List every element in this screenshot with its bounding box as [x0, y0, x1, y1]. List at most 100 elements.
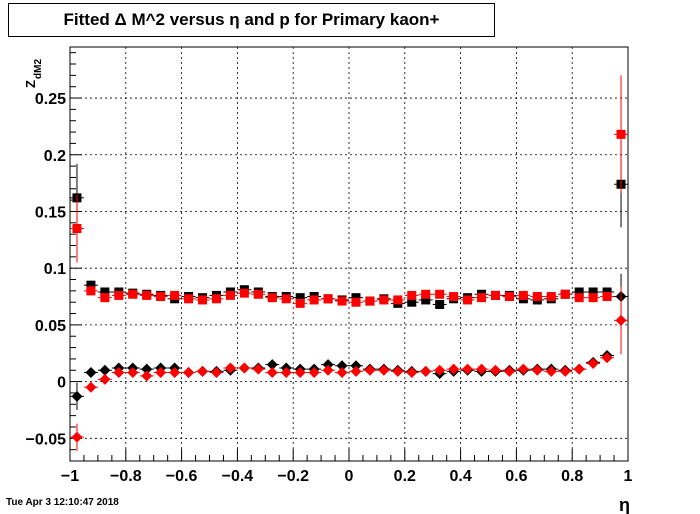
data-point	[435, 299, 445, 309]
x-tick-label: 0.6	[505, 468, 527, 485]
data-point	[531, 364, 543, 376]
data-point	[434, 364, 446, 376]
series-1	[70, 75, 628, 308]
data-point	[574, 293, 584, 303]
x-tick-label: −0.8	[110, 468, 142, 485]
data-point	[477, 293, 487, 303]
data-point	[309, 295, 319, 305]
data-point	[170, 290, 180, 300]
y-axis-title-main: Z	[23, 80, 38, 88]
data-point	[72, 223, 82, 233]
data-point	[449, 292, 459, 302]
data-point	[573, 363, 585, 375]
data-point	[239, 288, 249, 298]
data-point	[127, 367, 139, 379]
data-point	[518, 290, 528, 300]
data-point	[308, 367, 320, 379]
data-point	[225, 290, 235, 300]
data-point	[392, 365, 404, 377]
data-point	[350, 360, 362, 372]
data-point	[545, 365, 557, 377]
data-point	[252, 363, 264, 375]
data-point	[350, 365, 362, 377]
data-point	[560, 289, 570, 299]
data-point	[71, 390, 83, 402]
y-axis-title: Z dM2	[23, 59, 44, 88]
x-tick-label: 0	[345, 468, 354, 485]
data-point	[615, 314, 627, 326]
x-tick-label: 1	[624, 468, 633, 485]
data-point	[476, 363, 488, 375]
data-point	[266, 367, 278, 379]
data-point	[435, 289, 445, 299]
y-tick-label: 0.2	[44, 148, 66, 165]
data-point	[587, 357, 599, 369]
data-point	[546, 292, 556, 302]
data-point	[100, 287, 110, 297]
data-point	[364, 364, 376, 376]
data-point	[267, 293, 277, 303]
data-point	[489, 364, 501, 376]
y-tick-label: −0.05	[26, 431, 67, 448]
grid	[70, 47, 628, 461]
data-point	[574, 287, 584, 297]
data-point	[100, 293, 110, 303]
data-point	[406, 367, 418, 379]
data-point	[532, 292, 542, 302]
data-point	[462, 363, 474, 375]
data-point	[517, 363, 529, 375]
data-point	[86, 280, 96, 290]
y-axis-title-sub: dM2	[33, 59, 44, 79]
data-point	[253, 289, 263, 299]
x-tick-label: −0.4	[222, 468, 254, 485]
data-point	[351, 293, 361, 303]
chart-title: Fitted Δ M^2 versus η and p for Primary …	[8, 3, 495, 37]
data-point	[588, 293, 598, 303]
data-point	[99, 364, 111, 376]
x-tick-label: 0.4	[449, 468, 471, 485]
data-point	[407, 297, 417, 307]
data-point	[198, 295, 208, 305]
data-point	[503, 365, 515, 377]
data-point	[238, 362, 250, 374]
x-tick-label: −1	[61, 468, 79, 485]
x-tick-label: 0.8	[561, 468, 583, 485]
data-point	[379, 295, 389, 305]
data-point	[421, 289, 431, 299]
footer-timestamp: Tue Apr 3 12:10:47 2018	[6, 497, 119, 508]
x-tick-label: 0.2	[394, 468, 416, 485]
series-3	[70, 286, 628, 451]
data-point	[210, 367, 222, 379]
data-point	[322, 359, 334, 371]
data-point	[99, 373, 111, 385]
data-point	[365, 296, 375, 306]
data-point	[336, 367, 348, 379]
data-point	[337, 296, 347, 306]
y-tick-label: 0.15	[35, 204, 66, 221]
data-marks	[70, 75, 628, 451]
data-point	[393, 295, 403, 305]
data-point	[211, 294, 221, 304]
data-point	[169, 367, 181, 379]
data-point	[294, 367, 306, 379]
data-point	[141, 370, 153, 382]
data-point	[184, 294, 194, 304]
x-tick-label: −0.6	[166, 468, 198, 485]
data-point	[128, 289, 138, 299]
data-point	[351, 297, 361, 307]
data-point	[155, 367, 167, 379]
data-point	[322, 364, 334, 376]
data-point	[71, 431, 83, 443]
data-point	[295, 298, 305, 308]
data-point	[407, 290, 417, 300]
data-point	[601, 352, 613, 364]
data-point	[114, 290, 124, 300]
data-point	[336, 360, 348, 372]
data-point	[421, 295, 431, 305]
y-tick-label: 0.1	[44, 261, 66, 278]
data-point	[602, 292, 612, 302]
data-point	[616, 129, 626, 139]
x-tick-label: −0.2	[277, 468, 309, 485]
data-point	[559, 365, 571, 377]
